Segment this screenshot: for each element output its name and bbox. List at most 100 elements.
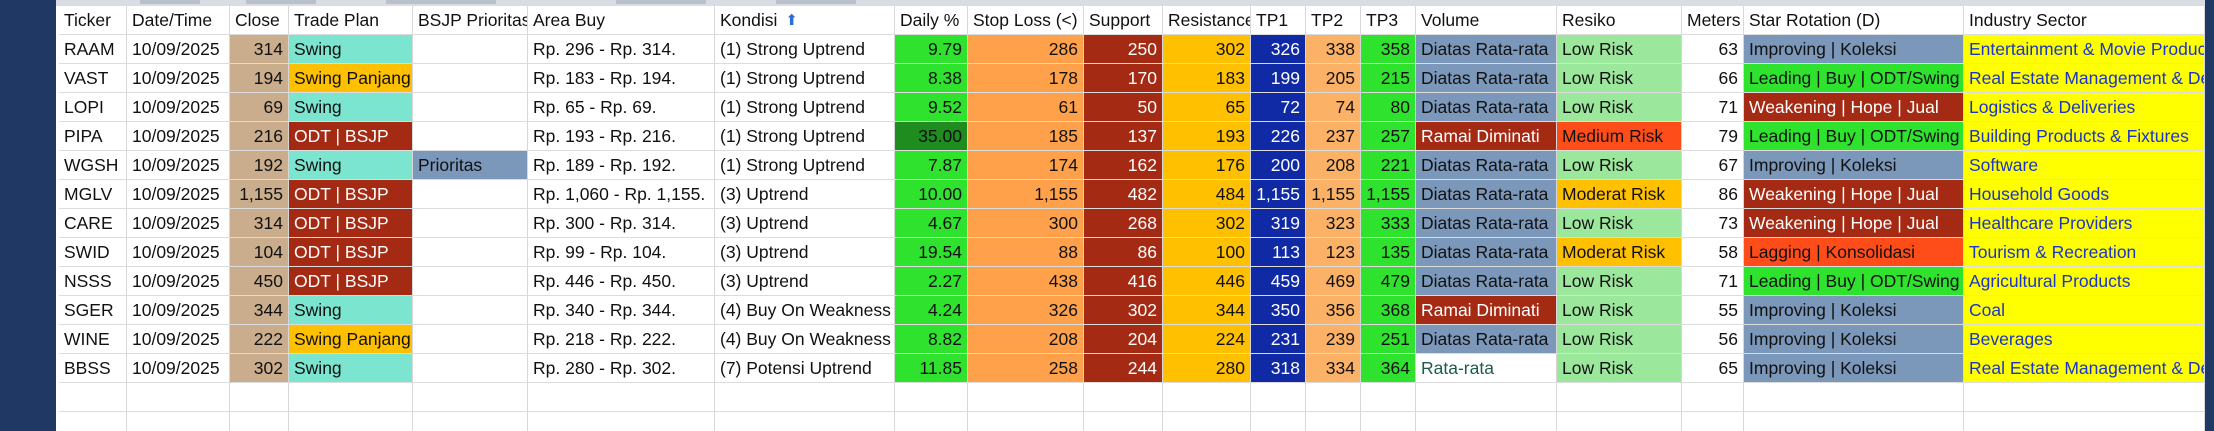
cell-meters[interactable]: 86 [1682, 180, 1744, 208]
cell-area-buy[interactable]: Rp. 446 - Rp. 450. [528, 267, 715, 295]
empty-cell[interactable] [230, 383, 289, 411]
table-row[interactable]: RAAM 10/09/2025 314 Swing Rp. 296 - Rp. 314.… [59, 35, 2205, 64]
cell-date-time[interactable]: 10/09/2025 [127, 296, 230, 324]
cell-ticker[interactable]: CARE [59, 209, 127, 237]
cell-tp1[interactable]: 459 [1251, 267, 1306, 295]
cell-resiko[interactable]: Low Risk [1557, 296, 1682, 324]
cell-ticker[interactable]: PIPA [59, 122, 127, 150]
cell-trade-plan[interactable]: ODT | BSJP [289, 267, 413, 295]
cell-kondisi[interactable]: (1) Strong Uptrend [715, 151, 895, 179]
cell-close[interactable]: 314 [230, 209, 289, 237]
cell-tp2[interactable]: 469 [1306, 267, 1361, 295]
cell-close[interactable]: 104 [230, 238, 289, 266]
cell-date-time[interactable]: 10/09/2025 [127, 35, 230, 63]
table-row[interactable]: NSSS 10/09/2025 450 ODT | BSJP Rp. 446 - Rp.… [59, 267, 2205, 296]
cell-resiko[interactable]: Moderat Risk [1557, 238, 1682, 266]
cell-daily-pct[interactable]: 8.38 [895, 64, 968, 92]
cell-bsjp-prioritas[interactable]: Prioritas [413, 151, 528, 179]
cell-trade-plan[interactable]: Swing [289, 93, 413, 121]
cell-bsjp-prioritas[interactable] [413, 180, 528, 208]
cell-volume[interactable]: Rata-rata [1416, 354, 1557, 382]
empty-cell[interactable] [1084, 383, 1163, 411]
empty-cell[interactable] [289, 412, 413, 431]
cell-resistance[interactable]: 100 [1163, 238, 1251, 266]
cell-stop-loss[interactable]: 174 [968, 151, 1084, 179]
cell-stop-loss[interactable]: 286 [968, 35, 1084, 63]
cell-meters[interactable]: 73 [1682, 209, 1744, 237]
cell-date-time[interactable]: 10/09/2025 [127, 93, 230, 121]
cell-trade-plan[interactable]: ODT | BSJP [289, 238, 413, 266]
column-header-kondisi[interactable]: Kondisi ⬆ [715, 6, 895, 34]
empty-cell[interactable] [1251, 383, 1306, 411]
cell-meters[interactable]: 79 [1682, 122, 1744, 150]
cell-trade-plan[interactable]: Swing [289, 354, 413, 382]
cell-star-rotation[interactable]: Lagging | Konsolidasi [1744, 238, 1964, 266]
cell-daily-pct[interactable]: 8.82 [895, 325, 968, 353]
cell-area-buy[interactable]: Rp. 340 - Rp. 344. [528, 296, 715, 324]
cell-ticker[interactable]: NSSS [59, 267, 127, 295]
sort-arrow-icon[interactable]: ⬆ [785, 12, 798, 30]
cell-close[interactable]: 192 [230, 151, 289, 179]
column-header-area-buy[interactable]: Area Buy [528, 6, 715, 34]
cell-tp2[interactable]: 323 [1306, 209, 1361, 237]
cell-bsjp-prioritas[interactable] [413, 209, 528, 237]
cell-stop-loss[interactable]: 438 [968, 267, 1084, 295]
cell-bsjp-prioritas[interactable] [413, 296, 528, 324]
cell-kondisi[interactable]: (1) Strong Uptrend [715, 64, 895, 92]
cell-tp2[interactable]: 356 [1306, 296, 1361, 324]
cell-stop-loss[interactable]: 88 [968, 238, 1084, 266]
cell-stop-loss[interactable]: 326 [968, 296, 1084, 324]
cell-stop-loss[interactable]: 1,155 [968, 180, 1084, 208]
cell-close[interactable]: 194 [230, 64, 289, 92]
cell-star-rotation[interactable]: Improving | Koleksi [1744, 151, 1964, 179]
cell-daily-pct[interactable]: 7.87 [895, 151, 968, 179]
cell-industry-sector[interactable]: Healthcare Providers [1964, 209, 2205, 237]
cell-date-time[interactable]: 10/09/2025 [127, 180, 230, 208]
empty-cell[interactable] [968, 383, 1084, 411]
cell-resistance[interactable]: 302 [1163, 35, 1251, 63]
empty-cell[interactable] [1416, 383, 1557, 411]
cell-resiko[interactable]: Low Risk [1557, 64, 1682, 92]
cell-support[interactable]: 482 [1084, 180, 1163, 208]
cell-meters[interactable]: 67 [1682, 151, 1744, 179]
cell-ticker[interactable]: MGLV [59, 180, 127, 208]
cell-area-buy[interactable]: Rp. 193 - Rp. 216. [528, 122, 715, 150]
cell-volume[interactable]: Diatas Rata-rata [1416, 267, 1557, 295]
cell-close[interactable]: 314 [230, 35, 289, 63]
cell-ticker[interactable]: SGER [59, 296, 127, 324]
cell-tp3[interactable]: 215 [1361, 64, 1416, 92]
cell-star-rotation[interactable]: Improving | Koleksi [1744, 325, 1964, 353]
table-row[interactable]: VAST 10/09/2025 194 Swing Panjang Rp. 183 - … [59, 64, 2205, 93]
cell-meters[interactable]: 65 [1682, 354, 1744, 382]
column-header-close[interactable]: Close [230, 6, 289, 34]
cell-meters[interactable]: 58 [1682, 238, 1744, 266]
cell-resistance[interactable]: 176 [1163, 151, 1251, 179]
cell-resistance[interactable]: 446 [1163, 267, 1251, 295]
cell-resiko[interactable]: Low Risk [1557, 267, 1682, 295]
column-header-trade-plan[interactable]: Trade Plan [289, 6, 413, 34]
cell-trade-plan[interactable]: ODT | BSJP [289, 209, 413, 237]
cell-industry-sector[interactable]: Tourism & Recreation [1964, 238, 2205, 266]
cell-star-rotation[interactable]: Improving | Koleksi [1744, 35, 1964, 63]
empty-cell[interactable] [1964, 412, 2205, 431]
column-header-tp2[interactable]: TP2 [1306, 6, 1361, 34]
empty-cell[interactable] [289, 383, 413, 411]
cell-trade-plan[interactable]: Swing [289, 296, 413, 324]
cell-tp2[interactable]: 239 [1306, 325, 1361, 353]
cell-kondisi[interactable]: (3) Uptrend [715, 267, 895, 295]
cell-resistance[interactable]: 224 [1163, 325, 1251, 353]
table-row[interactable]: CARE 10/09/2025 314 ODT | BSJP Rp. 300 - Rp.… [59, 209, 2205, 238]
cell-industry-sector[interactable]: Beverages [1964, 325, 2205, 353]
cell-tp1[interactable]: 231 [1251, 325, 1306, 353]
cell-stop-loss[interactable]: 300 [968, 209, 1084, 237]
cell-volume[interactable]: Ramai Diminati [1416, 296, 1557, 324]
table-row[interactable]: PIPA 10/09/2025 216 ODT | BSJP Rp. 193 - Rp.… [59, 122, 2205, 151]
empty-cell[interactable] [230, 412, 289, 431]
cell-volume[interactable]: Diatas Rata-rata [1416, 180, 1557, 208]
cell-resistance[interactable]: 344 [1163, 296, 1251, 324]
cell-meters[interactable]: 71 [1682, 267, 1744, 295]
cell-trade-plan[interactable]: ODT | BSJP [289, 122, 413, 150]
cell-daily-pct[interactable]: 9.79 [895, 35, 968, 63]
cell-kondisi[interactable]: (1) Strong Uptrend [715, 122, 895, 150]
cell-volume[interactable]: Diatas Rata-rata [1416, 93, 1557, 121]
